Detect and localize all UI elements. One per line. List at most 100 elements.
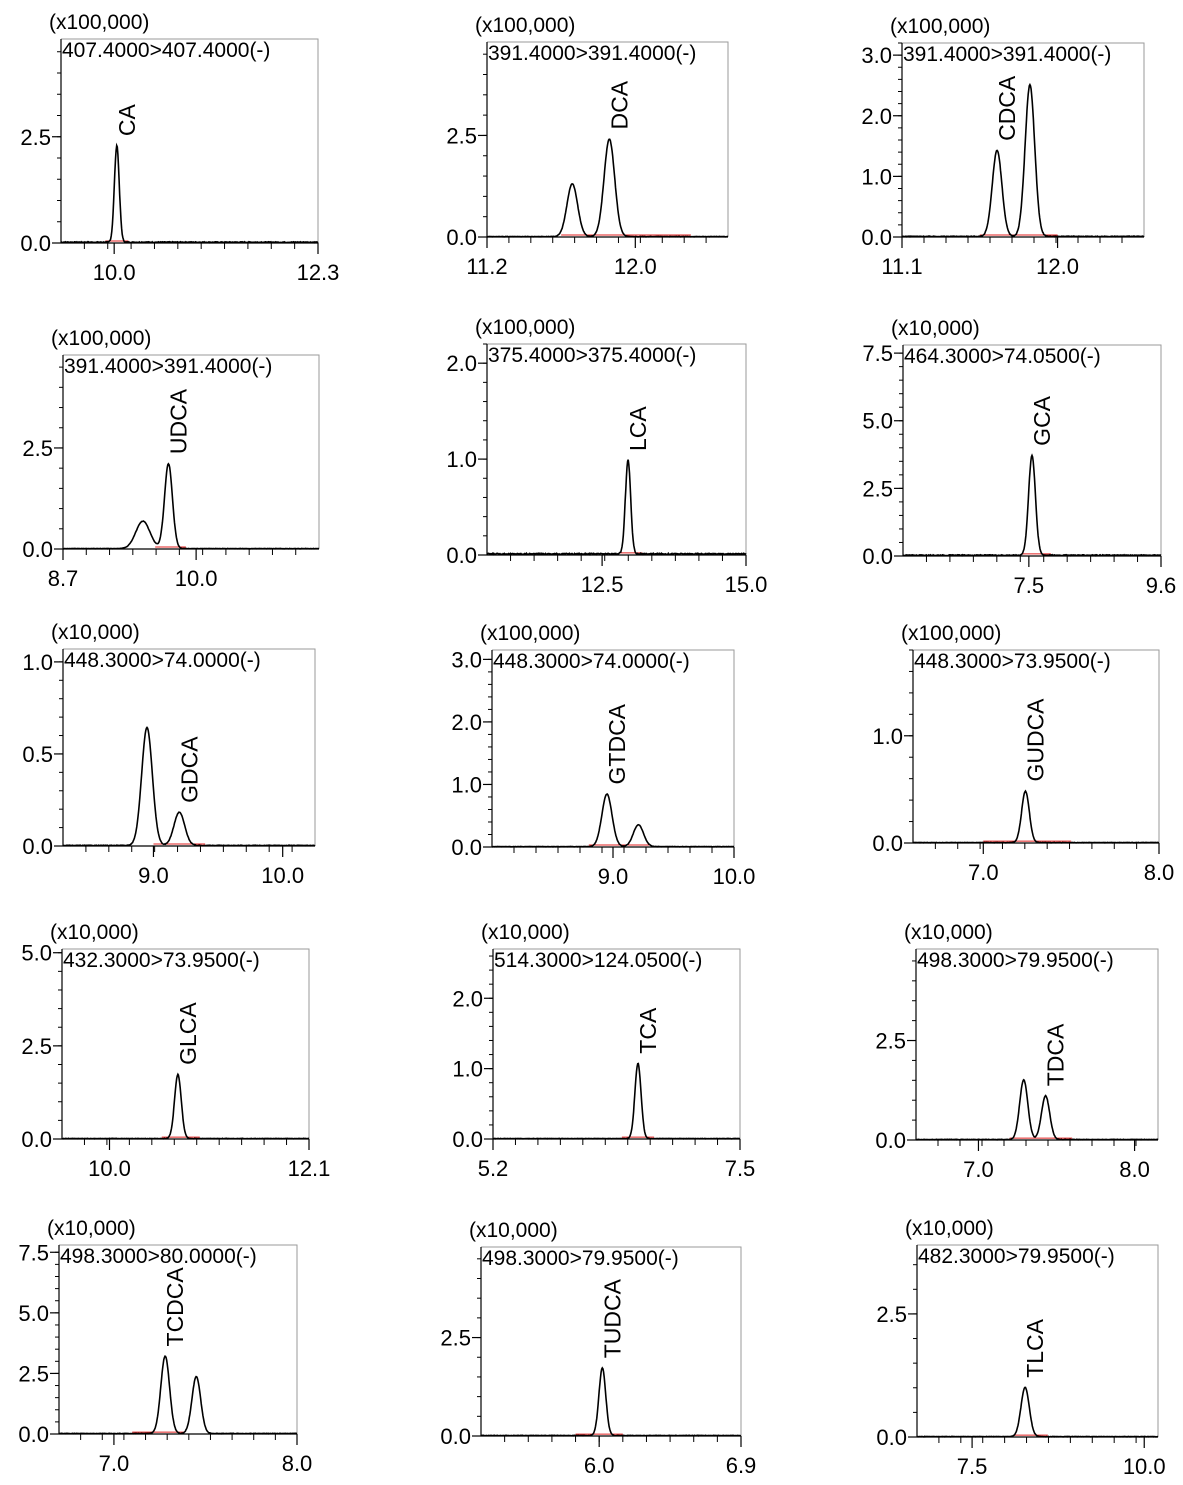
peak-label: TCDCA: [162, 1267, 188, 1347]
chromatogram-panel: 0.0 0.5 1.0 9.0 10.0 (x10,000) 448.3000>74.000…: [22, 621, 316, 888]
x-tick-label: 7.5: [1014, 573, 1045, 598]
chromatogram-panel: 0.0 2.5 8.7 10.0 (x100,000) 391.4000>391.4000…: [22, 327, 320, 591]
plot-frame: [59, 1244, 298, 1434]
plot-frame: [916, 948, 1159, 1140]
mrm-transition: 498.3000>80.0000(-): [60, 1245, 257, 1268]
scale-multiplier: (x10,000): [469, 1219, 558, 1242]
x-tick-label: 8.0: [1144, 860, 1175, 885]
plot-frame: [903, 344, 1162, 556]
x-tick-label: 11.2: [466, 254, 507, 279]
x-tick-label: 6.9: [726, 1453, 757, 1478]
y-tick-label: 0.0: [440, 1424, 471, 1449]
chromatogram-panel: 0.0 2.5 5.0 7.5 7.0 8.0 (x10,000) 498.3000>80.0…: [18, 1217, 312, 1476]
chromatogram-panel: 0.0 1.0 2.0 5.2 7.5 (x10,000) 514.3000>124.050…: [452, 921, 755, 1181]
mrm-transition: 498.3000>79.9500(-): [917, 949, 1114, 972]
y-tick-label: 2.0: [861, 104, 892, 129]
y-tick-label: 0.0: [446, 543, 477, 568]
peak-label: TUDCA: [599, 1278, 625, 1358]
y-tick-label: 1.0: [861, 164, 892, 189]
chromatogram-panel: 0.0 2.5 7.0 8.0 (x10,000) 498.3000>79.9500(-)…: [875, 921, 1159, 1182]
y-tick-label: 5.0: [18, 1301, 49, 1326]
peak-label: TLCA: [1022, 1318, 1048, 1377]
peak-label: GDCA: [176, 736, 202, 803]
chromatogram-panel: 0.0 1.0 2.0 12.5 15.0 (x100,000) 375.4000>375.…: [446, 316, 767, 597]
y-tick-label: 7.5: [18, 1240, 49, 1265]
plot-frame: [913, 649, 1160, 843]
y-tick-label: 2.5: [862, 476, 893, 501]
chromatogram-trace: [61, 1072, 310, 1140]
chromatogram-trace: [492, 792, 735, 848]
y-tick-label: 2.5: [22, 436, 53, 461]
y-tick-label: 0.0: [22, 834, 53, 859]
plot-frame: [61, 38, 319, 243]
chromatogram-panel: 0.0 1.0 7.0 8.0 (x100,000) 448.3000>73.9500(-…: [872, 622, 1174, 885]
chromatogram-trace: [62, 462, 320, 550]
x-tick-label: 7.0: [963, 1157, 994, 1182]
chromatogram-panel: 0.0 2.5 5.0 10.0 12.1 (x10,000) 432.3000>73.95…: [21, 921, 330, 1181]
chromatogram-panel: 0.0 2.5 10.0 12.3 (x100,000) 407.4000>407.400…: [20, 11, 339, 285]
x-tick-label: 12.5: [581, 572, 624, 597]
mrm-transition: 482.3000>79.9500(-): [918, 1245, 1115, 1268]
x-tick-label: 10.0: [713, 864, 756, 889]
y-tick-label: 1.0: [446, 447, 477, 472]
y-tick-label: 0.0: [21, 1127, 52, 1152]
plot-frame: [63, 648, 316, 846]
y-tick-label: 1.0: [451, 772, 482, 797]
chromatogram-trace: [480, 1366, 742, 1437]
chromatogram-trace: [901, 82, 1145, 238]
y-tick-label: 0.0: [452, 1127, 483, 1152]
peak-label: DCA: [606, 80, 632, 129]
plot-frame: [487, 343, 747, 555]
peak-label: CDCA: [994, 75, 1020, 141]
y-tick-label: 0.0: [875, 1128, 906, 1153]
mrm-transition: 391.4000>391.4000(-): [488, 42, 696, 65]
x-tick-label: 9.0: [138, 863, 169, 888]
y-tick-label: 0.0: [861, 225, 892, 250]
x-tick-label: 9.6: [1146, 573, 1177, 598]
mrm-transition: 514.3000>124.0500(-): [494, 949, 702, 972]
chromatogram-panel: 0.0 2.5 11.2 12.0 (x100,000) 391.4000>391.400…: [446, 14, 729, 279]
x-tick-label: 7.5: [957, 1454, 988, 1479]
mrm-transition: 407.4000>407.4000(-): [62, 39, 270, 62]
y-tick-label: 3.0: [451, 647, 482, 672]
peak-label: TDCA: [1043, 1023, 1069, 1086]
scale-multiplier: (x100,000): [49, 11, 149, 34]
y-tick-label: 5.0: [21, 941, 52, 966]
scale-multiplier: (x10,000): [50, 921, 139, 944]
scale-multiplier: (x100,000): [890, 15, 990, 38]
scale-multiplier: (x10,000): [47, 1217, 136, 1240]
y-tick-label: 0.0: [22, 537, 53, 562]
x-tick-label: 12.0: [614, 254, 657, 279]
y-tick-label: 2.0: [452, 986, 483, 1011]
x-tick-label: 10.0: [261, 863, 304, 888]
y-tick-label: 1.0: [872, 724, 903, 749]
x-tick-label: 7.0: [99, 1451, 130, 1476]
peak-label: GTDCA: [604, 703, 630, 784]
y-tick-label: 0.0: [862, 544, 893, 569]
x-tick-label: 10.0: [1123, 1454, 1166, 1479]
x-tick-label: 8.7: [48, 566, 79, 591]
x-tick-label: 9.0: [598, 864, 629, 889]
x-tick-label: 5.2: [478, 1156, 509, 1181]
scale-multiplier: (x10,000): [905, 1217, 994, 1240]
plot-frame: [492, 649, 735, 847]
mrm-transition: 448.3000>74.0000(-): [493, 650, 690, 673]
x-tick-label: 12.0: [1036, 254, 1079, 279]
mrm-transition: 432.3000>73.9500(-): [63, 949, 260, 972]
y-tick-label: 2.5: [18, 1361, 49, 1386]
y-tick-label: 0.5: [22, 742, 53, 767]
chromatogram-trace: [58, 1355, 298, 1435]
plot-frame: [481, 1246, 742, 1436]
y-tick-label: 2.5: [21, 1034, 52, 1059]
peak-label: UDCA: [165, 388, 191, 454]
chromatogram-trace: [493, 1062, 741, 1140]
peak-label: LCA: [625, 406, 651, 451]
plot-frame: [487, 41, 729, 237]
y-tick-label: 0.0: [446, 225, 477, 250]
peak-label: GUDCA: [1022, 698, 1048, 782]
y-tick-label: 2.5: [875, 1029, 906, 1054]
peak-label: GLCA: [175, 1002, 201, 1065]
chromatogram-panel: 0.0 2.5 6.0 6.9 (x10,000) 498.3000>79.9500(-)…: [440, 1219, 756, 1478]
x-tick-label: 6.0: [584, 1453, 615, 1478]
